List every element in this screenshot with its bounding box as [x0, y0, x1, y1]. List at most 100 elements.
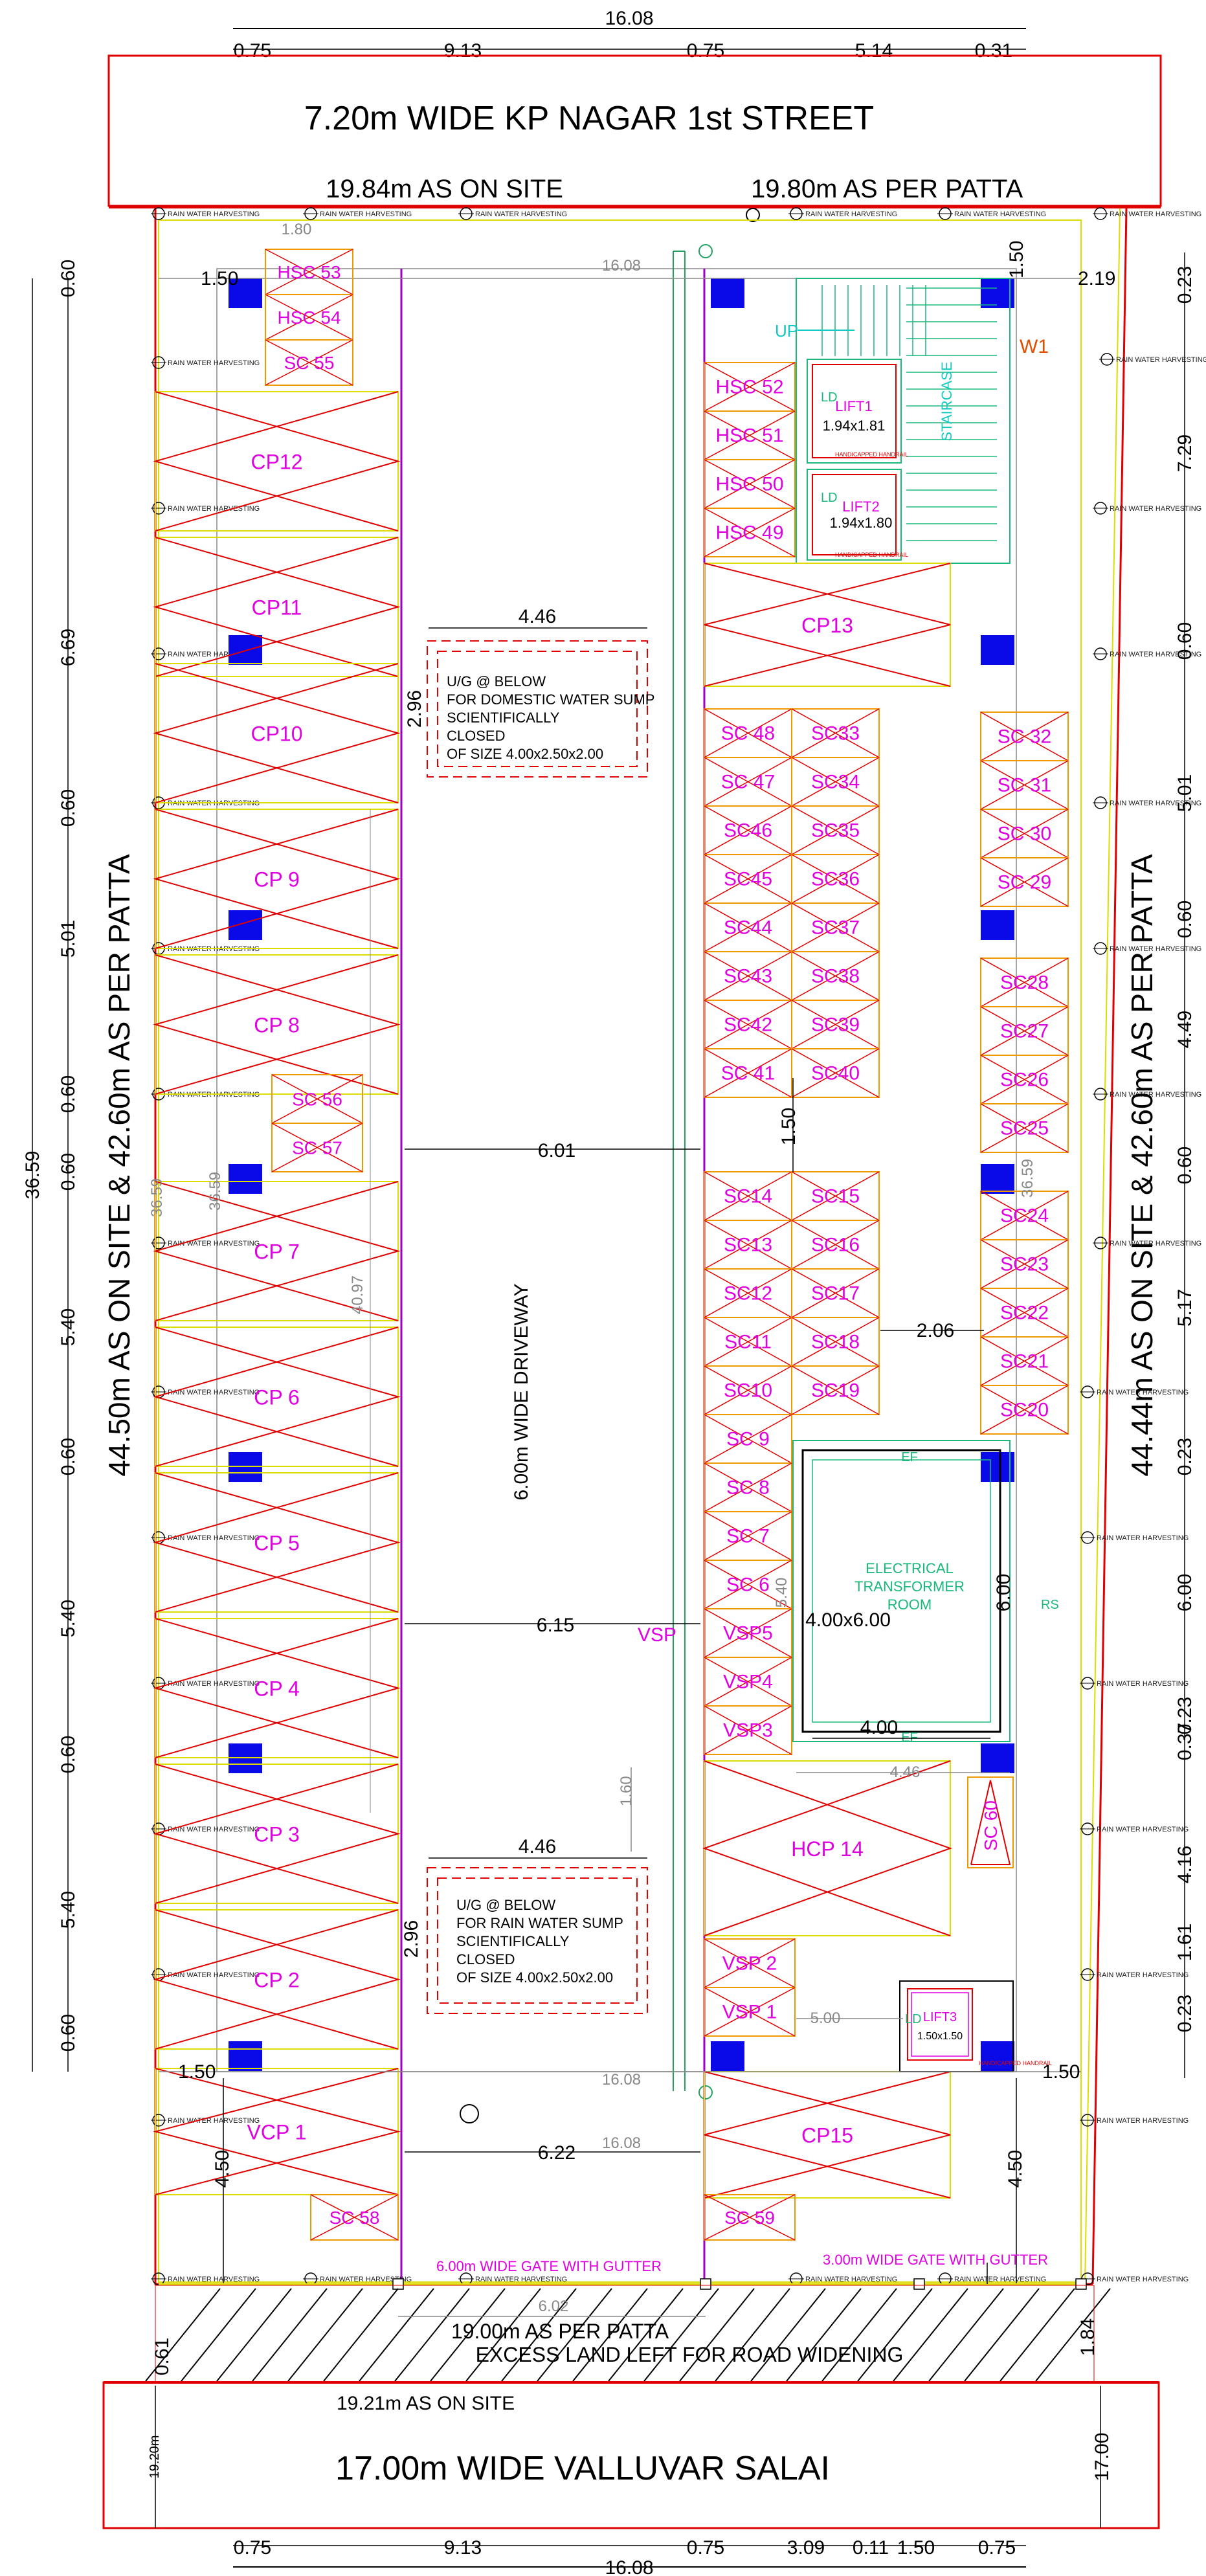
lift3-handrail: HANDICAPPED HANDRAIL: [979, 2060, 1052, 2066]
hsc-bay-r0-label: HSC 52: [715, 377, 783, 398]
car-bay-8: CP 4: [153, 1618, 401, 1758]
rwh-marker: RAIN WATER HARVESTING: [788, 207, 897, 220]
sc-bay-e3-4: SC20: [980, 1385, 1069, 1435]
sump1-line-1: FOR DOMESTIC WATER SUMP: [447, 691, 654, 708]
sc-bay-e3-1: SC23: [980, 1239, 1069, 1289]
hsc-bay-r3: HSC 49: [704, 508, 796, 557]
sc-bay-e1-2: SC 30: [980, 809, 1069, 858]
bottom-seg-5: 1.50: [897, 2537, 935, 2559]
top-seg-4: 0.31: [975, 40, 1012, 62]
sump1-notes: U/G @ BELOW FOR DOMESTIC WATER SUMP SCIENT…: [447, 673, 654, 762]
column: [981, 2041, 1014, 2071]
rwh-label: RAIN WATER HARVESTING: [320, 210, 412, 218]
rwh-marker: RAIN WATER HARVESTING: [458, 207, 567, 220]
hsc-bay-r2: HSC 50: [704, 459, 796, 509]
sc-bay-r7: SC40: [791, 1048, 880, 1098]
sc-bay-lo0: SC 9: [704, 1414, 792, 1464]
sc-bay-lo1-label: SC 8: [726, 1477, 770, 1499]
rwh-marker: RAIN WATER HARVESTING: [1093, 796, 1201, 809]
car-bay-3-label: CP 9: [254, 868, 300, 891]
rain-water-harvesting-markers: RAIN WATER HARVESTING RAIN WATER HARVESTI…: [151, 207, 1206, 2285]
bottom-street: 19.21m AS ON SITE 17.00m WIDE VALLUVAR S…: [102, 2381, 1160, 2529]
sc-bay-e1-3-label: SC 29: [998, 872, 1051, 893]
scooter-bay-59: SC 59: [704, 2194, 796, 2241]
rwh-label: RAIN WATER HARVESTING: [1097, 1826, 1189, 1833]
left-side-length: 44.50m AS ON SITE & 42.60m AS PER PATTA: [102, 854, 136, 1477]
sc-bay-mr4-label: SC19: [811, 1380, 860, 1402]
hsc-bay-r1-label: HSC 51: [715, 425, 783, 447]
sc-bay-l7-label: SC 41: [721, 1063, 775, 1084]
bottom-seg-6: 0.75: [978, 2537, 1016, 2559]
rwh-marker: RAIN WATER HARVESTING: [303, 207, 412, 220]
lift1-handrail: HANDICAPPED HANDRAIL: [835, 451, 908, 458]
rwh-label: RAIN WATER HARVESTING: [475, 210, 567, 218]
gate-post: [1075, 2278, 1087, 2290]
rwh-label: RAIN WATER HARVESTING: [805, 210, 897, 218]
lift1-label: LIFT1: [835, 398, 872, 414]
right-chain-8: 0.23: [1174, 1438, 1196, 1475]
sump1-line-4: OF SIZE 4.00x2.50x2.00: [447, 746, 603, 762]
aisle-gap-2-06: 2.06: [917, 1320, 954, 1341]
rwh-marker: RAIN WATER HARVESTING: [151, 1677, 260, 1690]
sc-bay-e1-0-label: SC 32: [998, 726, 1051, 748]
sc-bay-l2-label: SC46: [724, 820, 772, 842]
lift1-size: 1.94x1.81: [823, 418, 886, 434]
scooter-bay-60-label: SC 60: [981, 1800, 1001, 1851]
bottom-seg-0: 0.75: [234, 2537, 271, 2559]
car-bay-1: CP11: [153, 537, 401, 677]
right-side-dims: 0.23 7.29 0.60 5.01 0.60 4.49 0.60 5.17 0.23 6.00…: [1125, 252, 1196, 2078]
sc-bay-mr4: SC19: [791, 1365, 880, 1415]
vsp-label: VSP: [638, 1624, 676, 1646]
sump2-line-0: U/G @ BELOW: [456, 1897, 555, 1913]
transformer-line-1: TRANSFORMER: [854, 1578, 965, 1595]
rwh-marker: RAIN WATER HARVESTING: [151, 1385, 260, 1398]
driveway-width-2: 6.15: [537, 1615, 574, 1636]
sc-bay-r5-label: SC38: [811, 966, 860, 987]
small-gap-dim: 1.60: [618, 1776, 635, 1806]
lift2-label: LIFT2: [842, 498, 879, 515]
top-frontage-patta: 19.80m AS PER PATTA: [751, 175, 1023, 203]
column: [229, 910, 262, 940]
rain-water-sump: 4.46 2.96 U/G @ BELOW FOR RAIN WATER SUMP…: [401, 1767, 648, 2014]
sc-bay-e1-1-label: SC 31: [998, 775, 1051, 796]
bottom-seg-1: 9.13: [444, 2537, 482, 2559]
car-bay-vcp1-label: VCP 1: [247, 2121, 307, 2144]
gate-width-dim: 6.02: [539, 2298, 569, 2315]
rwh-label: RAIN WATER HARVESTING: [168, 359, 260, 367]
sc-bay-e1-0: SC 32: [980, 711, 1069, 761]
sc-bay-lo1: SC 8: [704, 1462, 792, 1512]
sump2-line-1: FOR RAIN WATER SUMP: [456, 1915, 623, 1931]
hsc-bay-53-label: HSC 53: [277, 262, 341, 282]
domestic-water-sump: 4.46 2.96 U/G @ BELOW FOR DOMESTIC WATER …: [404, 606, 654, 778]
top-seg-0: 0.75: [234, 40, 271, 62]
column: [229, 635, 262, 665]
sc-bay-e3-0-label: SC24: [1000, 1205, 1049, 1227]
transformer-line-0: ELECTRICAL: [865, 1560, 954, 1576]
car-bay-1-label: CP11: [252, 596, 302, 620]
hsc-bay-r1: HSC 51: [704, 410, 796, 460]
column: [981, 1452, 1014, 1482]
aisle-gap-1-50: 1.50: [778, 1108, 799, 1145]
sc-bay-r6-label: SC39: [811, 1014, 860, 1036]
sc-bay-e3-2: SC22: [980, 1288, 1069, 1338]
rwh-label: RAIN WATER HARVESTING: [954, 2276, 1046, 2283]
car-bay-13: CP13: [704, 563, 951, 687]
car-bay-vcp1: VCP 1: [153, 2068, 401, 2195]
top-street-name: 7.20m WIDE KP NAGAR 1st STREET: [304, 100, 874, 137]
rwh-label: RAIN WATER HARVESTING: [1097, 2117, 1189, 2125]
sc-bay-e3-0: SC24: [980, 1191, 1069, 1240]
right-chain-11: 0.23: [1174, 1697, 1196, 1734]
scooter-bay-58-label: SC 58: [329, 2208, 380, 2228]
rwh-marker: RAIN WATER HARVESTING: [151, 1237, 260, 1249]
rwh-label: RAIN WATER HARVESTING: [1097, 1680, 1189, 1688]
rwh-label: RAIN WATER HARVESTING: [475, 2276, 567, 2283]
sump1-line-3: CLOSED: [447, 728, 505, 744]
sc-bay-e3-4-label: SC20: [1000, 1400, 1049, 1421]
sc-bay-l4-label: SC44: [724, 917, 772, 939]
left-chain-7: 0.60: [58, 1438, 79, 1475]
overall-depth-dim: 36.59: [22, 1150, 43, 1199]
sc-bay-ml4: SC10: [704, 1365, 792, 1415]
hsc-bay-r3-label: HSC 49: [715, 522, 783, 544]
rwh-marker: RAIN WATER HARVESTING: [1080, 2114, 1189, 2127]
